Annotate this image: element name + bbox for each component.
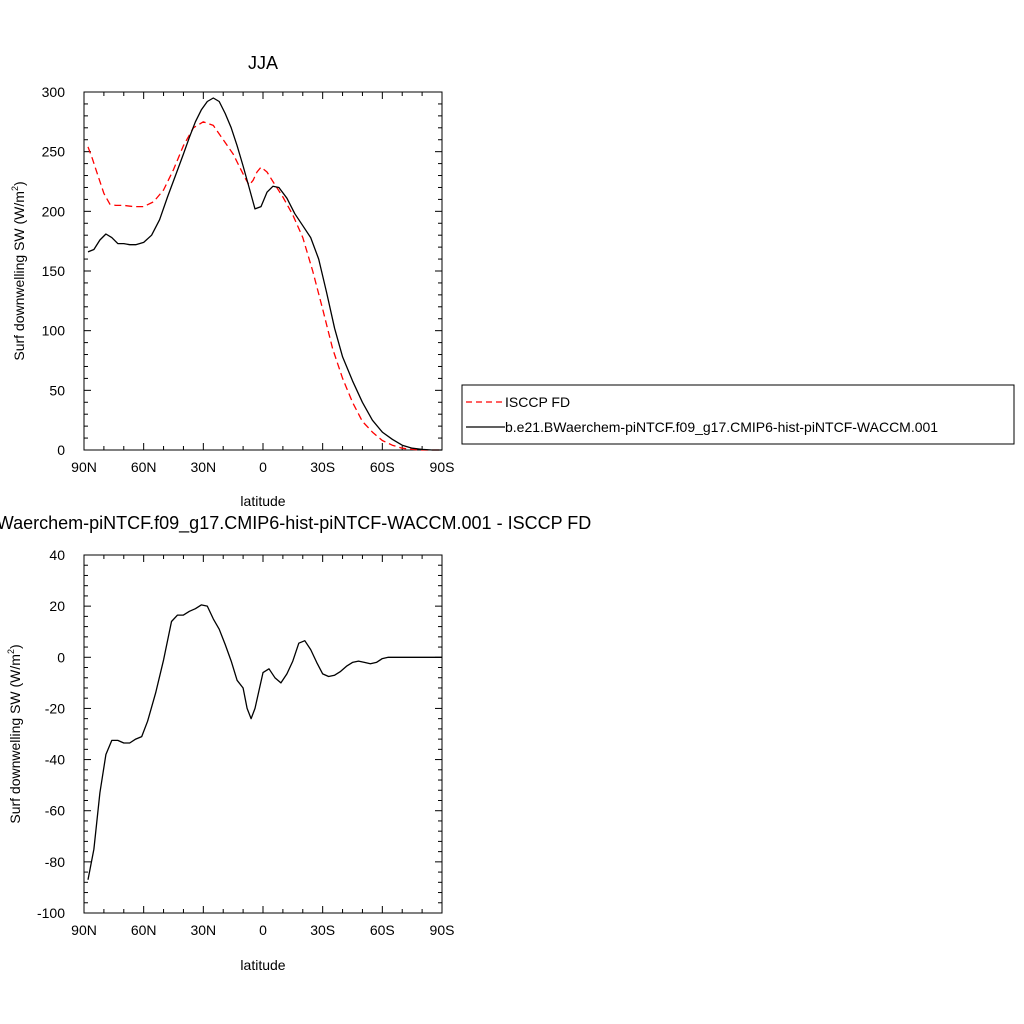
bottom-xtick-label: 30S [310,922,335,938]
top-ytick-label: 50 [49,382,65,398]
bottom-y-axis-label-tail: ) [7,644,23,649]
bottom-ytick-label: -40 [45,752,65,768]
bottom-xtick-label: 90S [430,922,455,938]
legend-label-model: b.e21.BWaerchem-piNTCF.f09_g17.CMIP6-his… [505,419,938,435]
bottom-xtick-label: 30N [190,922,216,938]
top-ytick-label: 250 [42,144,66,160]
bottom-panel: b.e21.BWaerchem-piNTCF.f09_g17.CMIP6-his… [0,513,591,973]
legend-label-isccp: ISCCP FD [505,394,570,410]
top-y-axis-label-sup: 2 [10,186,20,191]
bottom-xtick-label: 0 [259,922,267,938]
top-chart-title: JJA [248,53,278,73]
legend-box [461,384,1015,445]
top-ytick-label: 300 [42,84,66,100]
bottom-y-axis-label-main: Surf downwelling SW (W/m [7,654,23,824]
top-panel: JJA 90N 60N 30N 0 30S 60S 90S 0 50 100 150 200 250 30… [10,53,1015,509]
bottom-ytick-label: -100 [37,905,65,921]
top-y-axis-label-main: Surf downwelling SW (W/m [11,191,27,361]
top-legend: ISCCP FD b.e21.BWaerchem-piNTCF.f09_g17.… [461,384,1015,445]
bottom-ytick-label: -60 [45,803,65,819]
bottom-y-axis-label-sup: 2 [6,649,16,654]
top-series-line-1 [87,97,442,451]
bottom-x-axis-label: latitude [240,957,285,973]
bottom-ytick-label: -20 [45,700,65,716]
bottom-ytick-label: 20 [49,598,65,614]
top-series-group [87,97,442,451]
top-series-line-0 [87,121,442,451]
top-y-axis-label-tail: ) [11,181,27,186]
bottom-xtick-label: 90N [71,922,97,938]
top-axis-ticks: 90N 60N 30N 0 30S 60S 90S 0 50 100 150 200 250 300 [42,84,455,475]
top-ytick-label: 100 [42,323,66,339]
top-xtick-label: 0 [259,459,267,475]
top-xtick-label: 30S [310,459,335,475]
top-xtick-label: 90N [71,459,97,475]
bottom-xtick-label: 60S [370,922,395,938]
top-xtick-label: 90S [430,459,455,475]
bottom-y-axis-label: Surf downwelling SW (W/m2) [6,644,23,823]
top-y-axis-label: Surf downwelling SW (W/m2) [10,181,27,360]
top-ytick-label: 150 [42,263,66,279]
bottom-chart-title: b.e21.BWaerchem-piNTCF.f09_g17.CMIP6-his… [0,513,591,534]
top-xtick-label: 60S [370,459,395,475]
top-plot-frame [83,91,443,451]
top-x-axis-label: latitude [240,493,285,509]
bottom-ytick-label: 40 [49,547,65,563]
bottom-xtick-label: 60N [131,922,157,938]
bottom-series-line-0 [87,604,442,880]
bottom-ytick-label: -80 [45,854,65,870]
top-ytick-label: 200 [42,203,66,219]
top-ytick-label: 0 [57,442,65,458]
bottom-series-group [87,604,442,880]
bottom-axis-ticks: 90N 60N 30N 0 30S 60S 90S -100 -80 -60 -40 -20 0 20 40 [37,547,454,938]
top-xtick-label: 30N [190,459,216,475]
bottom-ytick-label: 0 [57,649,65,665]
top-xtick-label: 60N [131,459,157,475]
bottom-plot-frame [83,554,443,914]
